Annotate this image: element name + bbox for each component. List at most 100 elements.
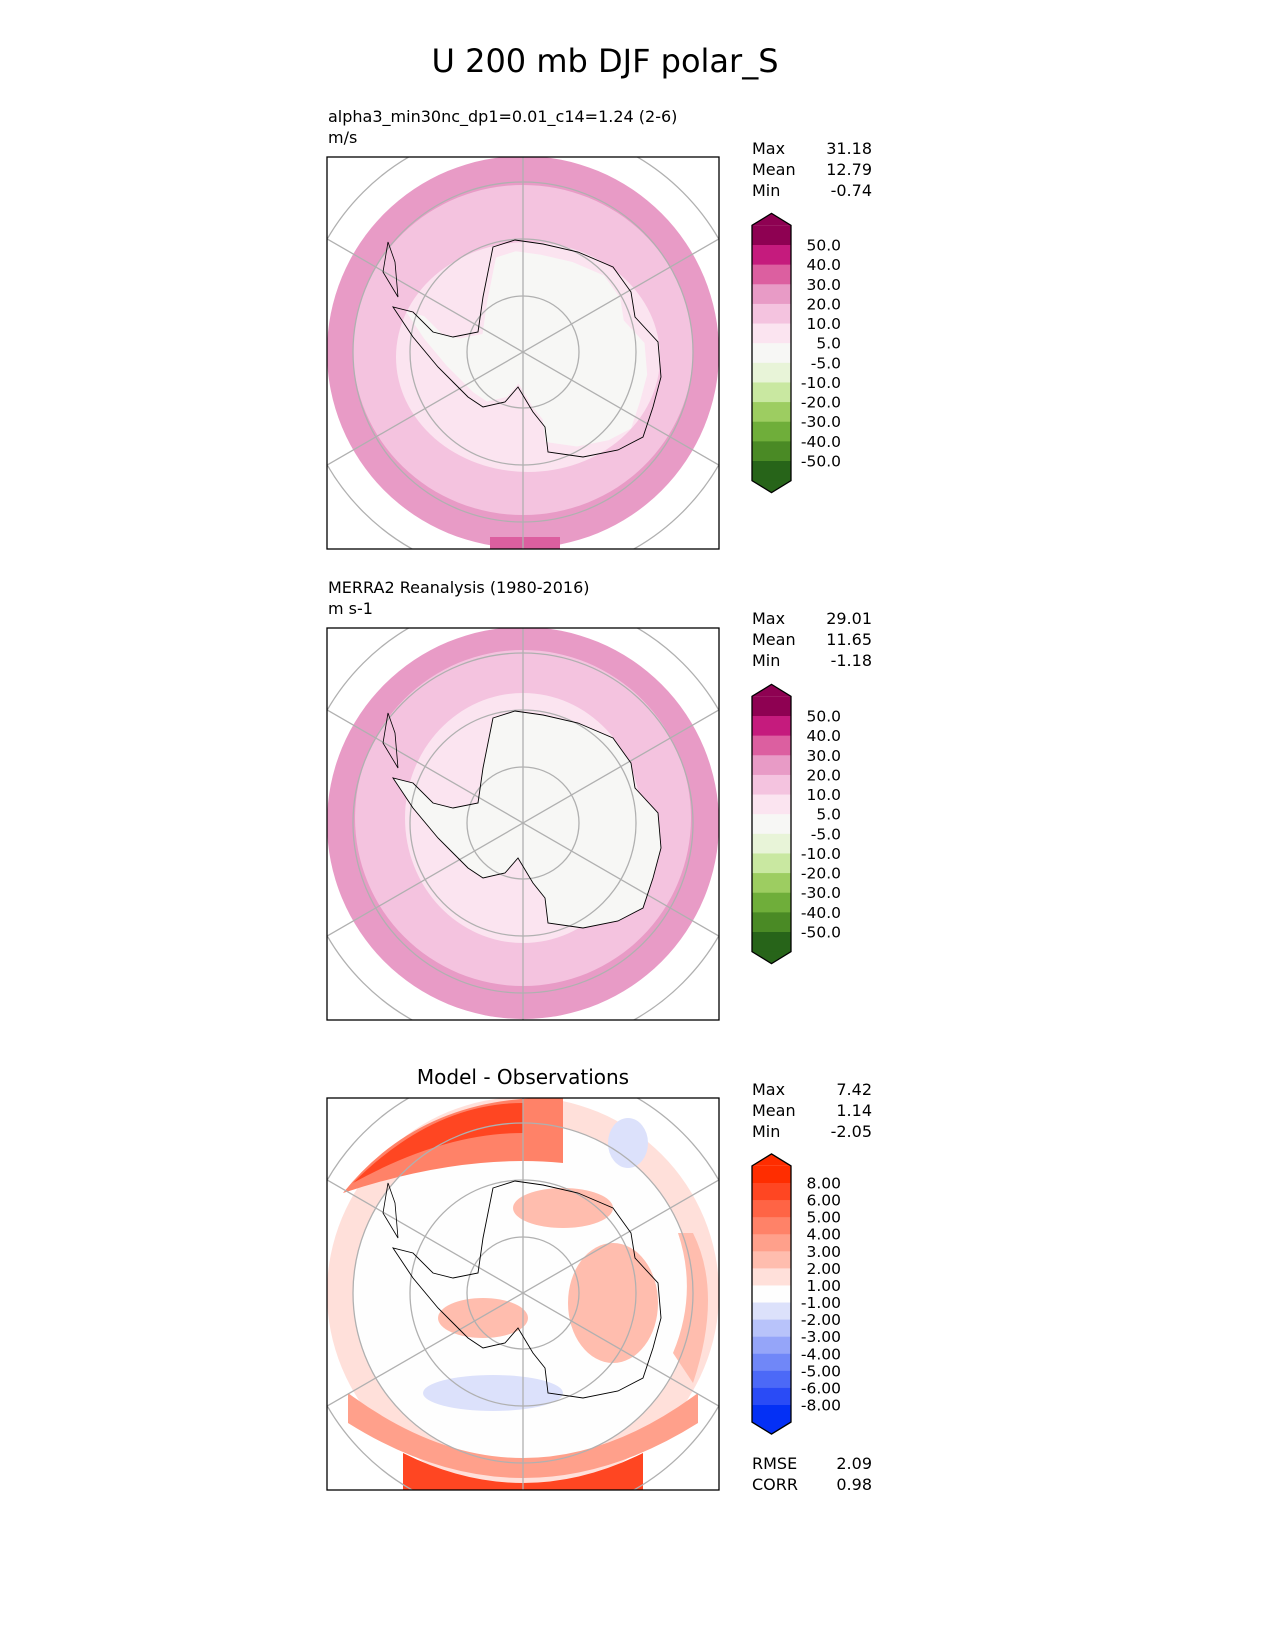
map-content (327, 157, 719, 549)
colorbar-tick-label: -50.0 (801, 453, 841, 471)
colorbar-panel-2: 50.040.0 30.020.0 10.0 5.0-5.0 -10.0 -20.0-30… (751, 683, 841, 965)
colorbar-segment (752, 794, 791, 815)
panel3-max-value: 7.42 (836, 1080, 872, 1099)
colorbar-tick-label: 30.0 (806, 276, 841, 294)
longitude-gridline (327, 709, 719, 937)
colorbar-outline (751, 683, 792, 965)
colorbar-segment (752, 833, 791, 854)
panel3-title: Model - Observations (416, 1065, 630, 1089)
colorbar-segment (752, 1165, 791, 1184)
colorbar-segment (752, 284, 791, 305)
colorbar-tick-label: 20.0 (806, 766, 841, 784)
colorbar-segment (752, 1268, 791, 1286)
figure-title: U 200 mb DJF polar_S (431, 42, 779, 80)
colorbar-tick-label: -20.0 (801, 865, 841, 883)
diff-contour-band (348, 1393, 698, 1478)
colorbar-tick-label: -2.00 (801, 1311, 841, 1329)
diff-contour-band (438, 1298, 528, 1338)
colorbar-segment (752, 1319, 791, 1338)
colorbar-tick-label: 40.0 (806, 727, 841, 745)
longitude-gridline (327, 1179, 719, 1407)
colorbar-tick-label: 5.0 (816, 335, 841, 353)
diff-contour-band (423, 1375, 563, 1411)
field-contour-band (490, 537, 560, 549)
corr-label: CORR (752, 1475, 798, 1494)
panel3-min-label: Min (752, 1122, 781, 1141)
colorbar-panel-3: 8.006.005.004.003.002.001.00-1.00-2.00-3… (751, 1153, 841, 1435)
colorbar-tick-label: 50.0 (806, 708, 841, 726)
map-frame (326, 1097, 720, 1491)
rmse-label: RMSE (752, 1454, 798, 1473)
diff-contour-band (568, 1243, 658, 1363)
colorbar-tick-label: -1.00 (801, 1294, 841, 1312)
colorbar-segment (752, 303, 791, 325)
colorbar-panel-1: 50.040.0 30.020.0 10.0 5.0-5.0 -10.0 -20.0-30… (751, 212, 841, 494)
colorbar-segment (752, 1251, 791, 1269)
colorbar-tick-label: 30.0 (806, 747, 841, 765)
colorbar-tick-label: 2.00 (806, 1260, 841, 1278)
colorbar-tick-label: 10.0 (806, 786, 841, 804)
diff-contour-band (353, 1103, 523, 1183)
colorbar-segment (752, 421, 791, 442)
colorbar-segment (752, 735, 791, 756)
colorbar-extend-min (752, 480, 791, 493)
panel2-min-label: Min (752, 651, 781, 670)
antarctica-coastline (391, 1180, 662, 1399)
panel2-max-value: 29.01 (826, 609, 872, 628)
colorbar-segment (752, 873, 791, 894)
colorbar-tick-label: 5.00 (806, 1209, 841, 1227)
colorbar-segment (752, 1353, 791, 1372)
colorbar-segment (752, 382, 791, 403)
colorbar-segment (752, 1405, 791, 1423)
colorbar-tick-label: -5.00 (801, 1362, 841, 1380)
panel2-units: m s-1 (328, 599, 373, 618)
colorbar-extend-max (752, 1153, 791, 1166)
colorbar-segment (752, 1370, 791, 1389)
peninsula-coastline (382, 1182, 399, 1239)
colorbar-segment (752, 932, 791, 953)
colorbar-tick-label: -40.0 (801, 904, 841, 922)
colorbar-tick-label: -8.00 (801, 1397, 841, 1415)
colorbar-tick-label: -3.00 (801, 1328, 841, 1346)
colorbar-outline (751, 1153, 792, 1435)
field-contour-band (406, 251, 648, 447)
map-frame (326, 627, 720, 1021)
map-content (327, 628, 719, 1020)
panel2-title: MERRA2 Reanalysis (1980-2016) (328, 578, 590, 597)
panel2-mean-label: Mean (752, 630, 796, 649)
colorbar-segment (752, 362, 791, 383)
colorbar-segment (752, 892, 791, 913)
diff-contour-band (608, 1118, 648, 1168)
map-frame (326, 156, 720, 550)
panel1-min-value: -0.74 (830, 181, 872, 200)
colorbar-extend-max (752, 684, 791, 697)
colorbar-segment (752, 774, 791, 796)
antarctica-coastline (391, 239, 662, 458)
colorbar-segment (752, 696, 791, 717)
field-contour-band (393, 711, 661, 928)
diff-contour-band (673, 1233, 708, 1383)
colorbar-tick-label: -4.00 (801, 1345, 841, 1363)
colorbar-segment (752, 323, 791, 344)
panel1-title: alpha3_min30nc_dp1=0.01_c14=1.24 (2-6) (328, 107, 678, 126)
colorbar-segment (752, 1336, 791, 1355)
colorbar-segment (752, 402, 791, 423)
panel1-min-label: Min (752, 181, 781, 200)
panel3-min-value: -2.05 (830, 1122, 872, 1141)
map-panel-1 (326, 156, 720, 550)
colorbar-tick-label: -50.0 (801, 924, 841, 942)
corr-value: 0.98 (836, 1475, 872, 1494)
panel1-mean-label: Mean (752, 160, 796, 179)
colorbar-segment (752, 716, 791, 737)
colorbar-tick-label: -40.0 (801, 433, 841, 451)
colorbar-extend-min (752, 1422, 791, 1435)
panel3-mean-label: Mean (752, 1101, 796, 1120)
colorbar-segment (752, 1302, 791, 1321)
colorbar-segment (752, 1217, 791, 1235)
panel1-max-value: 31.18 (826, 139, 872, 158)
colorbar-tick-label: 20.0 (806, 295, 841, 313)
colorbar-segment (752, 1234, 791, 1252)
map-panel-3 (326, 1097, 720, 1491)
colorbar-segment (752, 1200, 791, 1218)
